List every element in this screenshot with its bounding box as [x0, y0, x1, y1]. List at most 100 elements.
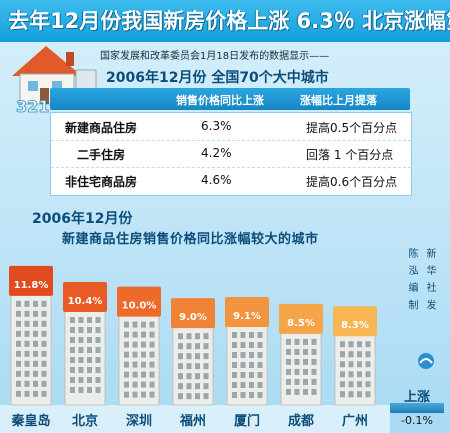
bar-window: [149, 371, 155, 378]
bar-chart: 11.8% 秦皇岛 10.4% 北京 10.0% 深圳 9.0% 福州 9.1% 厦门 8.5% 成都…: [0, 265, 390, 433]
bar-window: [365, 391, 371, 398]
bar-window: [78, 377, 84, 383]
row-name: 新建商品住房: [65, 121, 138, 135]
bar-window: [257, 342, 263, 348]
bar-window: [33, 320, 38, 327]
bar-window: [124, 331, 129, 338]
main-title: 去年12月份我国新房价格上涨 6.3％ 北京涨幅第二: [8, 9, 450, 33]
bar-window: [240, 382, 246, 388]
bar-window: [311, 378, 317, 385]
bar-window: [257, 392, 263, 398]
bar-cap-2: [117, 286, 161, 317]
bar-window: [141, 331, 146, 338]
bar-window: [87, 317, 92, 323]
bar-window: [41, 350, 47, 357]
bar-window: [365, 341, 371, 348]
bar-window: [141, 391, 146, 398]
bar-window: [294, 388, 300, 395]
bar-window: [141, 341, 146, 348]
bar-window: [232, 372, 237, 378]
bar-window: [95, 367, 101, 373]
bar-cap-5: [279, 303, 323, 334]
chart-subtitle: 新建商品住房销售价格同比涨幅较大的城市: [62, 232, 319, 247]
price-table: 新建商品住房 6.3% 提高0.5个百分点 二手住房 4.2% 回落 1 个百分…: [50, 112, 412, 196]
bar-window: [78, 327, 84, 333]
bar-window: [178, 373, 183, 380]
bar-window: [95, 377, 101, 383]
bar-cap-4: [225, 297, 269, 327]
house-logo-icon: 321: [12, 46, 97, 115]
legend-value: -0.1%: [401, 414, 433, 427]
bar-window: [24, 380, 30, 387]
bar-window: [203, 393, 209, 400]
bar-window: [303, 378, 308, 385]
value-label-6: 8.3%: [341, 320, 369, 331]
bar-window: [16, 340, 21, 347]
bar-window: [124, 371, 129, 378]
bar-window: [41, 300, 47, 307]
bar-window: [124, 381, 129, 388]
bar-window: [203, 353, 209, 360]
credit-editor: 陈 泓 编 制: [406, 248, 417, 312]
row-yoy: 4.2%: [201, 146, 232, 160]
bar-window: [348, 341, 354, 348]
title-banner: 去年12月份我国新房价格上涨 6.3％ 北京涨幅第二: [0, 0, 450, 42]
bar-cap-1: [63, 282, 107, 312]
bar-window: [95, 317, 101, 323]
bar-window: [240, 342, 246, 348]
category-label-4: 厦门: [234, 413, 260, 429]
bar-window: [132, 391, 138, 398]
source-note: 国家发展和改革委员会1月18日发布的数据显示——: [100, 51, 330, 62]
bar-window: [240, 372, 246, 378]
bar-window: [178, 363, 183, 370]
bar-window: [257, 382, 263, 388]
bar-window: [294, 358, 300, 365]
bar-cap-0: [9, 265, 53, 296]
bar-window: [357, 391, 362, 398]
bar-window: [16, 370, 21, 377]
bar-window: [70, 327, 75, 333]
bar-window: [186, 383, 192, 390]
bar-window: [178, 333, 183, 340]
bar-window: [95, 327, 101, 333]
bar-window: [357, 361, 362, 368]
bar-window: [70, 377, 75, 383]
bar-window: [41, 310, 47, 317]
bar-window: [186, 373, 192, 380]
bar-window: [33, 360, 38, 367]
bar-window: [41, 380, 47, 387]
table-header: 销售价格同比上涨 涨幅比上月提落: [50, 88, 410, 110]
bar-window: [340, 351, 345, 358]
bar-window: [16, 380, 21, 387]
bar-window: [240, 392, 246, 398]
bar-window: [70, 317, 75, 323]
bar-window: [41, 370, 47, 377]
bar-window: [141, 381, 146, 388]
value-label-2: 10.0%: [122, 301, 157, 312]
bar-window: [286, 368, 291, 375]
bar-window: [294, 348, 300, 355]
bar-window: [249, 342, 254, 348]
table-row: 新建商品住房 6.3% 提高0.5个百分点: [51, 113, 411, 141]
bar-window: [16, 350, 21, 357]
house-logo-text: 321: [16, 97, 49, 115]
bar-window: [16, 320, 21, 327]
bar-window: [240, 332, 246, 338]
bar-window: [87, 337, 92, 343]
bar-window: [87, 377, 92, 383]
bar-window: [33, 350, 38, 357]
bar-window: [95, 387, 101, 393]
bar-window: [132, 351, 138, 358]
bar-window: [195, 353, 200, 360]
bar-window: [286, 348, 291, 355]
legend-swatch: [390, 403, 444, 413]
bar-window: [294, 378, 300, 385]
bar-window: [249, 372, 254, 378]
bar-window: [303, 388, 308, 395]
bar-window: [132, 361, 138, 368]
bar-window: [203, 373, 209, 380]
bar-window: [203, 333, 209, 340]
chart-ground: [0, 405, 390, 433]
bar-window: [303, 368, 308, 375]
bar-window: [95, 357, 101, 363]
